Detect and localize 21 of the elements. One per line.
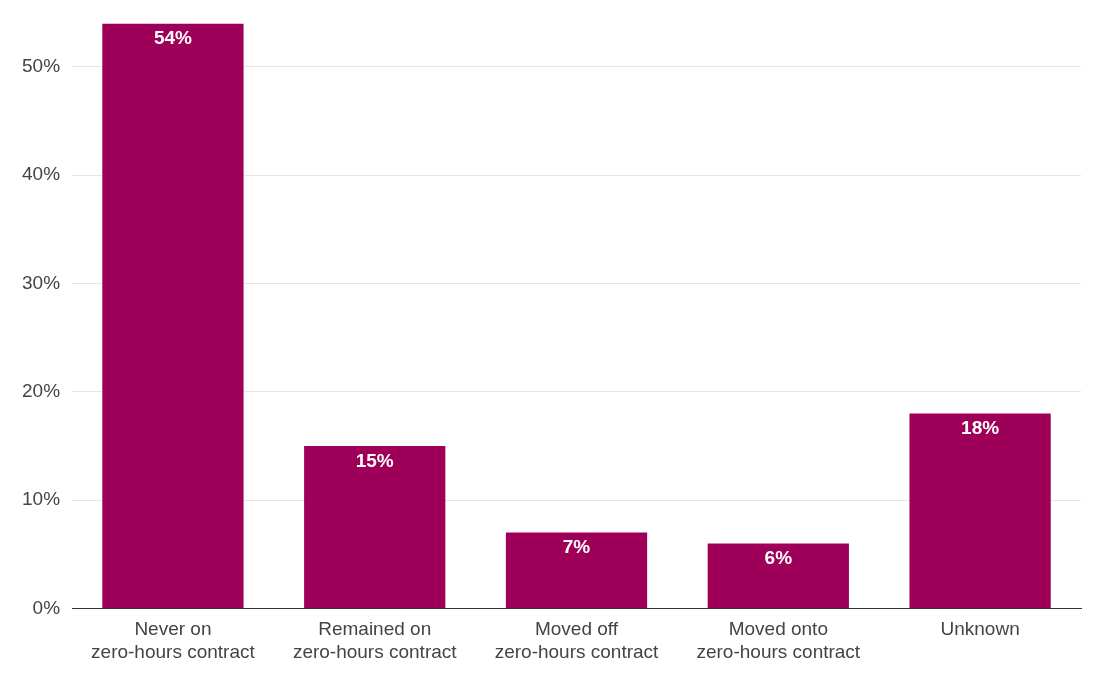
x-tick-label: Unknown	[940, 618, 1020, 640]
y-tick-label: 0%	[32, 596, 61, 618]
data-label: 6%	[764, 547, 793, 569]
y-tick-label: 20%	[22, 379, 61, 401]
y-tick-label: 10%	[22, 488, 61, 510]
y-tick-label: 30%	[22, 271, 61, 293]
y-tick-label: 50%	[22, 54, 61, 76]
data-label: 18%	[961, 417, 1000, 439]
bar	[909, 413, 1051, 608]
data-label: 7%	[562, 536, 591, 558]
x-tick-label: Remained on zero-hours contract	[292, 618, 458, 662]
bar	[304, 445, 446, 608]
x-tick-label: Moved off zero-hours contract	[494, 618, 660, 662]
x-tick-label: Moved onto zero-hours contract	[696, 618, 861, 662]
y-tick-label: 40%	[22, 163, 61, 185]
data-label: 15%	[355, 449, 394, 471]
bar	[102, 23, 244, 608]
x-tick-label: Never on zero-hours contract	[91, 618, 256, 662]
bar	[707, 543, 849, 608]
bar	[505, 532, 648, 608]
data-label: 54%	[153, 27, 193, 49]
